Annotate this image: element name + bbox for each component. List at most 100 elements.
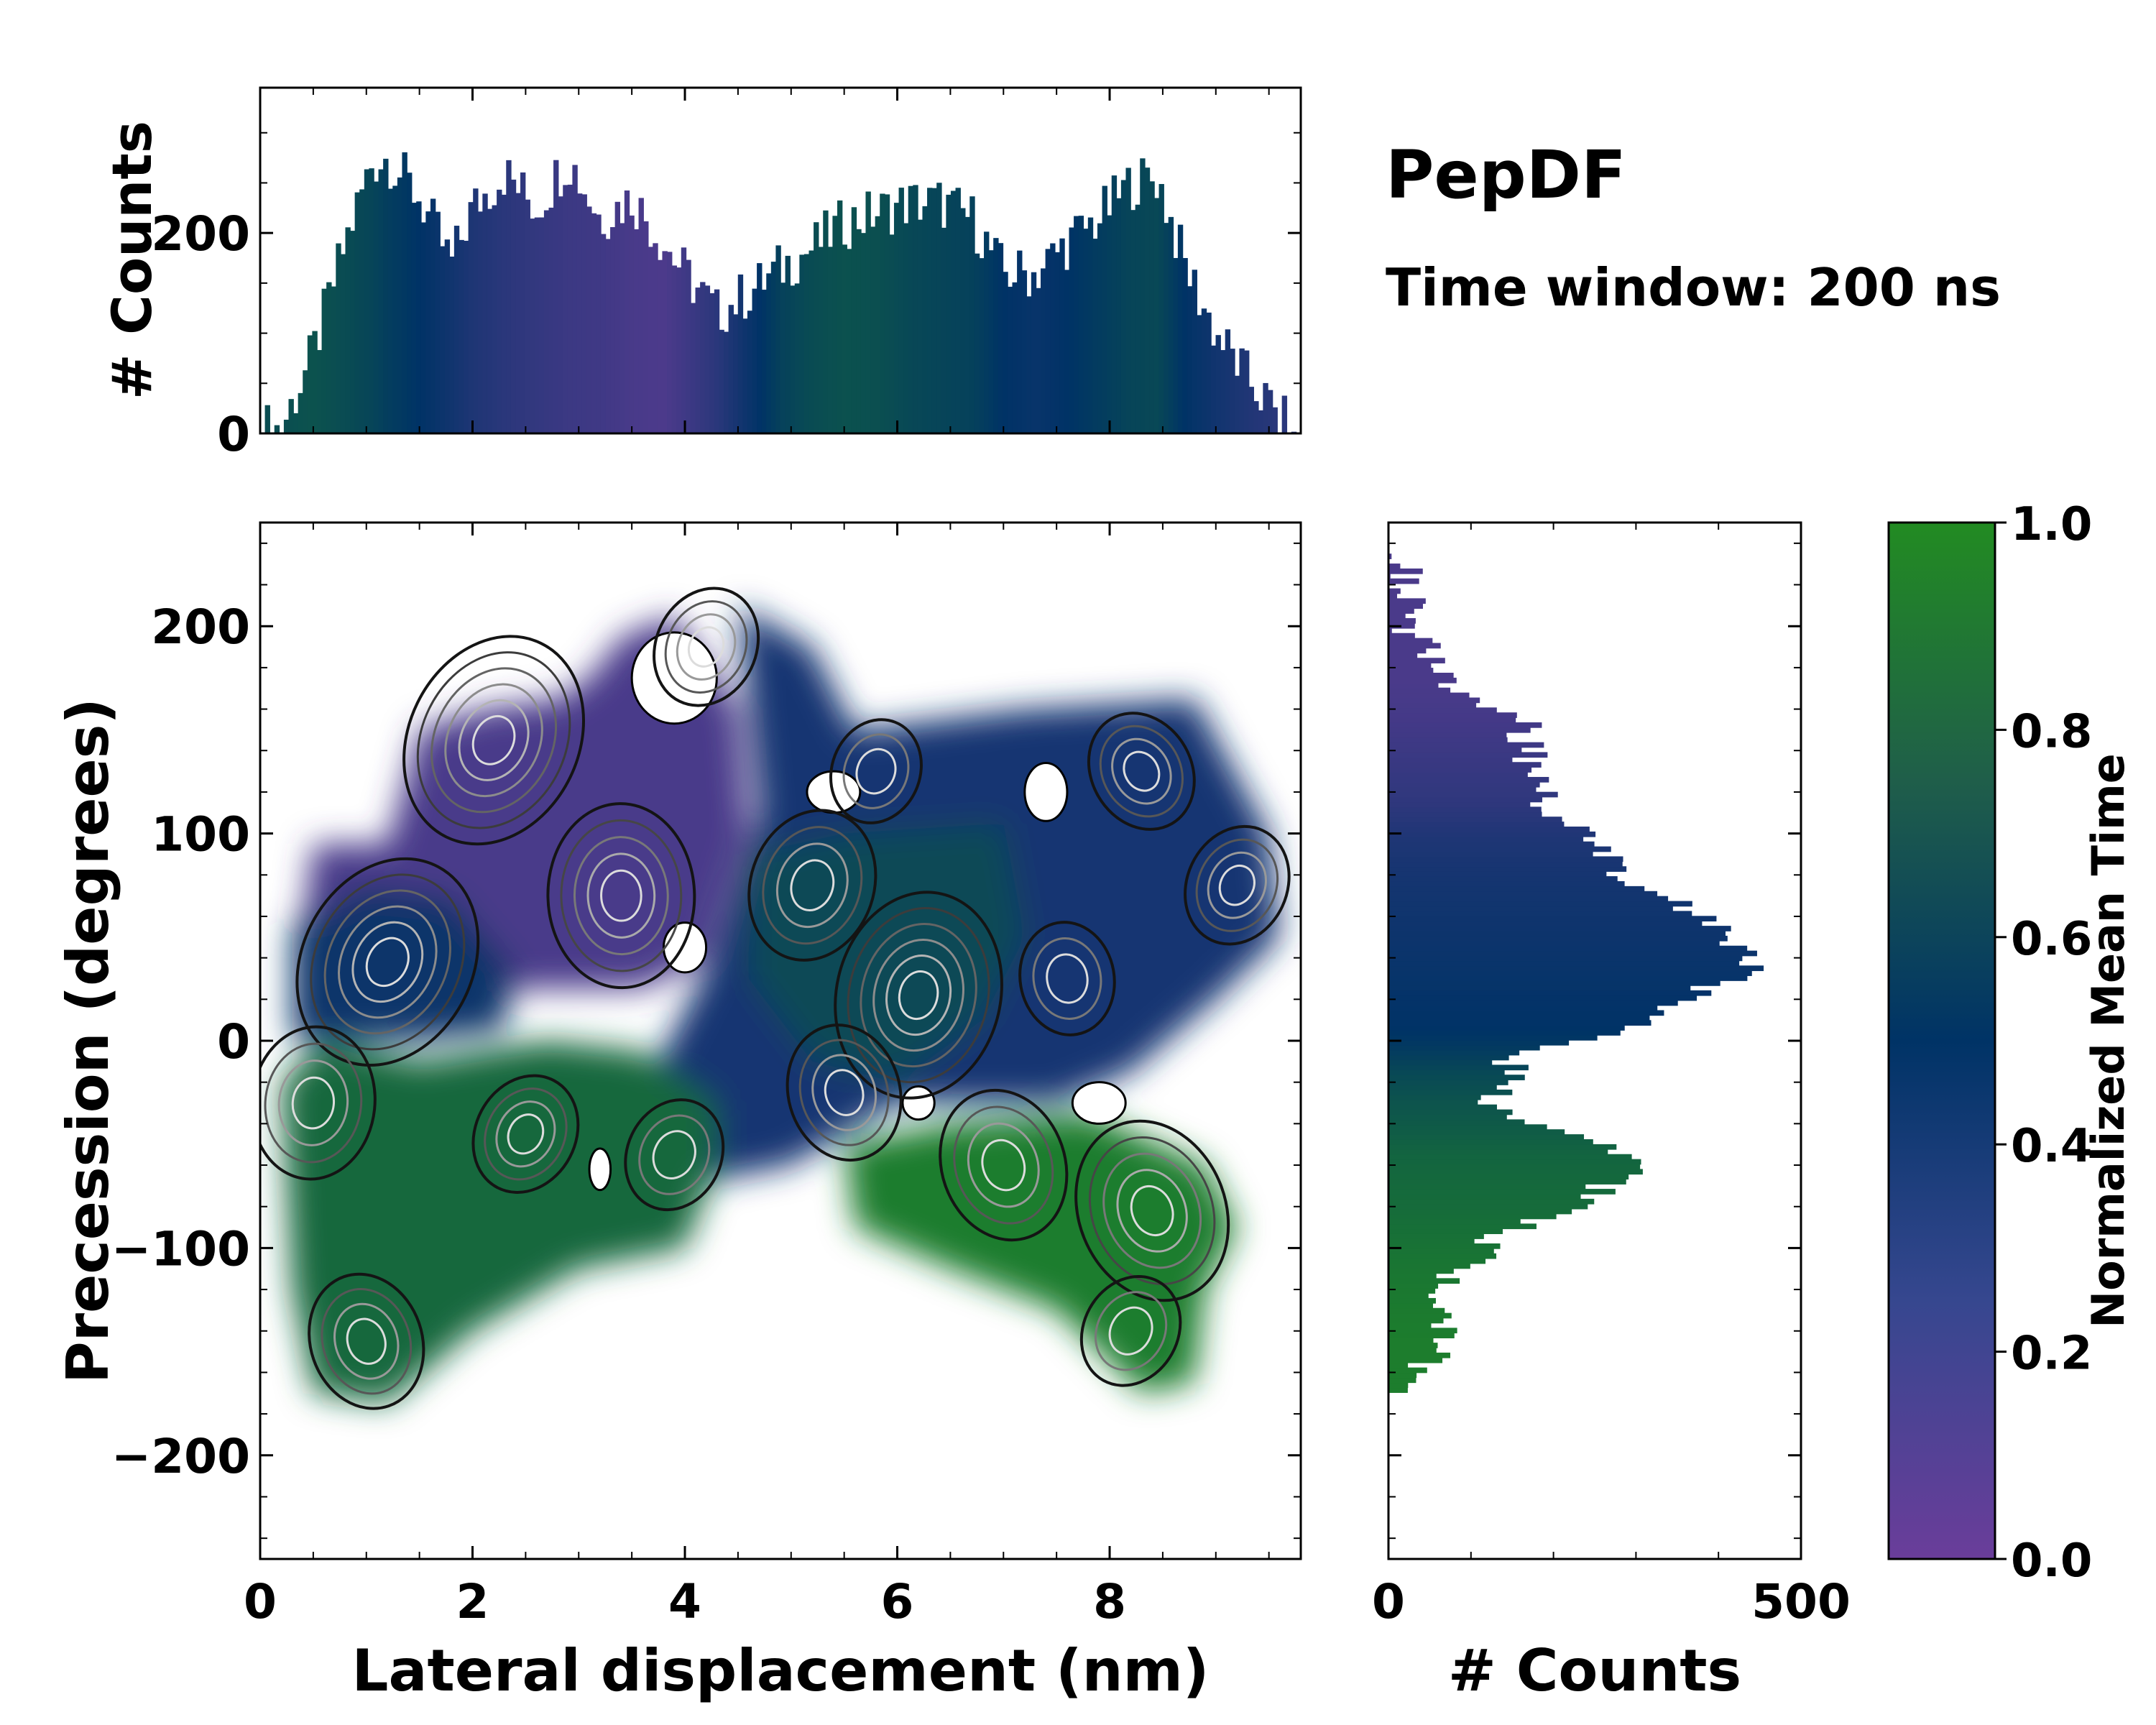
right-histogram-bar <box>1388 1109 1513 1116</box>
top-histogram-bar <box>464 241 469 433</box>
right-histogram-bar <box>1388 564 1401 569</box>
top-histogram-bar <box>884 194 890 433</box>
density-contour <box>1116 1169 1188 1253</box>
top-histogram-bar <box>449 257 455 433</box>
top-histogram-ticks: 0 200 <box>151 88 1301 462</box>
right-histogram-bar <box>1388 1278 1460 1284</box>
right-histogram-bar <box>1388 1198 1595 1205</box>
density-contour <box>653 586 760 707</box>
right-histogram-bar <box>1388 1149 1608 1155</box>
right-histogram-bar <box>1388 1367 1427 1374</box>
density-contour <box>310 873 466 1051</box>
colorbar-tick-label: 0.6 <box>2011 913 2092 966</box>
density-contour <box>1079 1274 1182 1387</box>
right-histogram-bars <box>1388 553 1764 1393</box>
top-histogram-bar <box>506 160 512 433</box>
empty-hole <box>1071 1081 1127 1125</box>
right-histogram-bar <box>1388 791 1558 798</box>
top-histogram-bar <box>440 246 446 433</box>
top-histogram-bar <box>880 193 885 433</box>
right-histogram-bar <box>1388 608 1414 614</box>
right-histogram-bar <box>1388 781 1540 788</box>
right-histogram-bar <box>1388 672 1454 678</box>
right-histogram-bar <box>1388 1094 1481 1100</box>
right-xtick-label: 0 <box>1372 1574 1405 1629</box>
density-contour <box>824 1069 865 1116</box>
top-histogram-bar <box>695 288 701 433</box>
top-histogram-bar <box>1107 215 1112 433</box>
colorbar-tick-label: 1.0 <box>2011 498 2092 551</box>
right-histogram-bar <box>1388 1243 1501 1249</box>
top-histogram-bar <box>903 223 909 433</box>
top-histogram-bar <box>397 177 403 433</box>
top-histogram-bar <box>525 199 530 433</box>
right-histogram-bar <box>1388 1119 1525 1126</box>
top-histogram-bar <box>1041 268 1046 433</box>
top-histogram-bar <box>969 196 975 433</box>
density-contour <box>855 748 897 795</box>
top-histogram-bar <box>1253 401 1259 433</box>
top-histogram-bar <box>955 188 961 433</box>
right-histogram-bar <box>1388 638 1433 644</box>
top-histogram-bar <box>520 172 526 433</box>
main-xtick-label: 2 <box>456 1574 489 1629</box>
right-histogram-bar <box>1388 1174 1629 1180</box>
top-histogram-bar <box>293 413 299 433</box>
top-histogram-bar <box>359 189 365 433</box>
right-histogram-bar <box>1388 1233 1484 1239</box>
main-xtick-label: 6 <box>881 1574 914 1629</box>
time-region-green-lower-right <box>844 1113 1238 1394</box>
top-histogram-bar <box>444 239 451 433</box>
density-contour <box>811 1054 877 1131</box>
right-histogram-bar <box>1388 1005 1658 1011</box>
top-histogram-bar <box>1050 243 1056 433</box>
right-histogram-bar <box>1388 767 1532 773</box>
right-histogram-bar <box>1388 886 1645 892</box>
density-contour <box>1195 838 1279 932</box>
right-histogram-bar <box>1388 827 1590 832</box>
joint-map-ylabel: Precession (degrees) <box>55 698 121 1384</box>
right-histogram-bar <box>1388 603 1423 610</box>
top-histogram-bar <box>960 208 966 433</box>
top-histogram-bar <box>1201 308 1207 433</box>
right-histogram-bar <box>1388 1044 1540 1051</box>
top-histogram-bar <box>1192 270 1197 433</box>
top-histogram-bar <box>501 194 507 433</box>
top-histogram-bar <box>704 285 711 433</box>
density-contour <box>1032 937 1102 1020</box>
density-contour <box>1074 1119 1230 1302</box>
right-histogram-bar <box>1388 911 1692 917</box>
right-histogram-bar <box>1388 712 1517 718</box>
right-histogram-bar <box>1388 1189 1616 1195</box>
top-histogram-bar <box>856 229 862 433</box>
density-contour <box>430 667 558 814</box>
top-histogram-bar <box>543 210 550 433</box>
top-histogram-bar <box>1234 375 1240 433</box>
top-histogram-bar <box>435 211 441 433</box>
right-histogram-bar <box>1388 1179 1626 1184</box>
top-histogram-bar <box>307 335 313 433</box>
right-histogram-bar <box>1388 1228 1503 1234</box>
top-histogram-bar <box>1206 312 1212 433</box>
right-histogram-bar <box>1388 876 1618 882</box>
right-histogram-bar <box>1388 1328 1457 1334</box>
top-histogram-bar <box>331 286 337 433</box>
density-contour <box>471 1074 580 1194</box>
top-histogram-bar <box>1164 223 1169 433</box>
right-histogram-bar <box>1388 722 1542 728</box>
top-histogram-bar <box>629 215 635 433</box>
right-histogram-bar <box>1388 1307 1445 1314</box>
top-histogram-bar <box>1130 210 1136 433</box>
right-histogram-bar <box>1388 851 1593 857</box>
top-histogram-bar <box>1087 217 1094 433</box>
density-contour <box>1123 750 1161 792</box>
density-contour <box>829 718 923 824</box>
top-histogram-bar <box>913 185 918 433</box>
right-histogram-bar <box>1388 955 1743 962</box>
right-histogram-bar <box>1388 1059 1493 1066</box>
right-histogram-bar <box>1388 553 1392 559</box>
top-histogram-bar <box>742 318 748 433</box>
top-histogram-bar <box>814 222 819 433</box>
top-histogram-bar <box>766 273 772 433</box>
